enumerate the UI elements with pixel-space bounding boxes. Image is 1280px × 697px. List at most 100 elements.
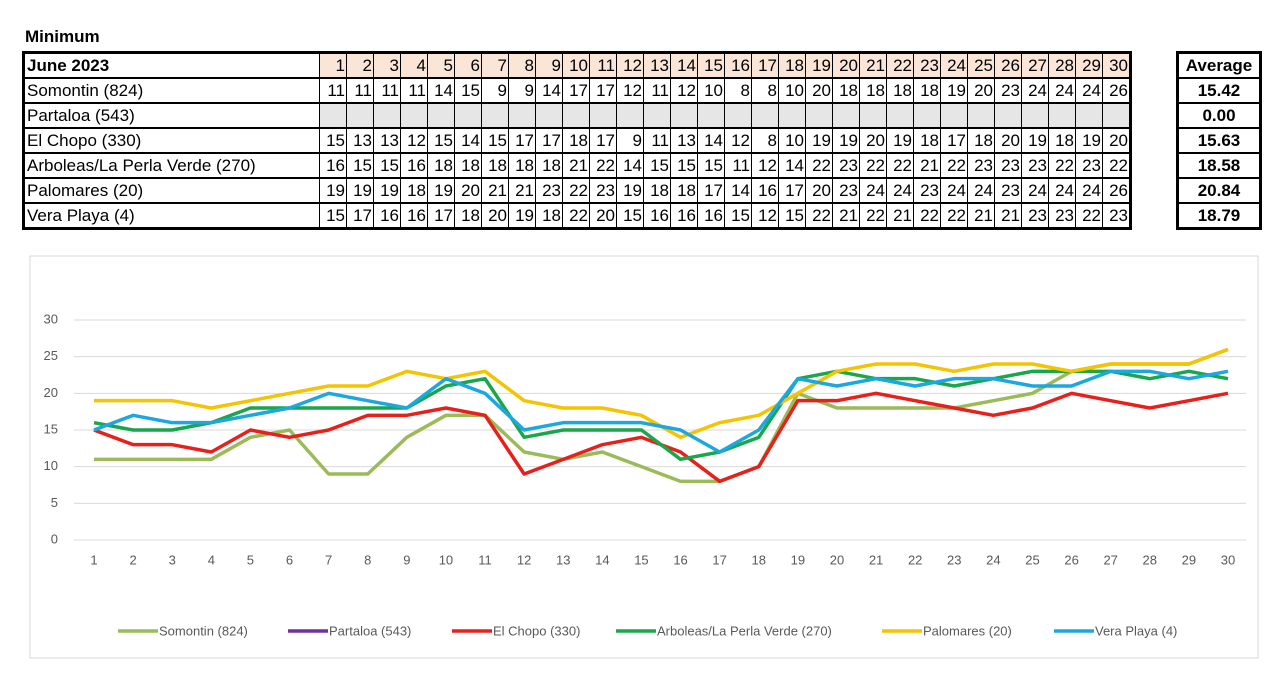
value-cell: 11 (400, 77, 428, 104)
station-name: Vera Playa (4) (23, 202, 320, 230)
empty-cell (454, 102, 482, 129)
day-header: 3 (373, 52, 401, 79)
value-cell: 24 (1075, 177, 1103, 204)
value-cell: 19 (427, 177, 455, 204)
average-cell: 15.42 (1177, 77, 1261, 104)
x-tick-label: 10 (439, 552, 453, 567)
station-row: Arboleas/La Perla Verde (270) 16 15 15 16 18 1… (23, 152, 1131, 179)
value-cell: 24 (1075, 77, 1103, 104)
value-cell: 18 (967, 127, 995, 154)
empty-cell (913, 102, 941, 129)
x-tick-label: 26 (1064, 552, 1078, 567)
value-cell: 19 (940, 77, 968, 104)
value-cell: 15 (670, 152, 698, 179)
day-header: 13 (643, 52, 671, 79)
value-cell: 14 (724, 177, 752, 204)
value-cell: 24 (940, 177, 968, 204)
value-cell: 23 (967, 152, 995, 179)
value-cell: 8 (724, 77, 752, 104)
average-cell: 15.63 (1177, 127, 1261, 154)
value-cell: 17 (535, 127, 563, 154)
day-header: 11 (589, 52, 617, 79)
x-tick-label: 27 (1103, 552, 1117, 567)
station-row: Somontin (824) 11 11 11 11 14 15 9 9 14 17 17 12 11 12… (23, 77, 1131, 104)
value-cell: 20 (805, 77, 833, 104)
value-cell: 10 (778, 77, 806, 104)
average-row: 20.84 (1177, 177, 1261, 204)
legend-label: Somontin (824) (159, 623, 248, 638)
value-cell: 14 (778, 152, 806, 179)
value-cell: 24 (967, 177, 995, 204)
value-cell: 9 (481, 77, 509, 104)
value-cell: 18 (1048, 127, 1076, 154)
value-cell: 16 (319, 152, 347, 179)
empty-cell (994, 102, 1022, 129)
value-cell: 22 (589, 152, 617, 179)
value-cell: 19 (886, 127, 914, 154)
average-cell: 0.00 (1177, 102, 1261, 129)
empty-cell (616, 102, 644, 129)
day-header: 22 (886, 52, 914, 79)
value-cell: 23 (832, 177, 860, 204)
empty-cell (670, 102, 698, 129)
value-cell: 24 (886, 177, 914, 204)
value-cell: 24 (1048, 77, 1076, 104)
value-cell: 24 (1021, 177, 1049, 204)
station-row: Partaloa (543) (23, 102, 1131, 129)
value-cell: 13 (346, 127, 374, 154)
header-row: June 2023 1 2 3 4 5 6 7 8 9 10 11 12 13 14 15 16 17 18 19 20… (23, 52, 1131, 79)
value-cell: 23 (1021, 152, 1049, 179)
value-cell: 16 (643, 202, 671, 230)
day-header: 16 (724, 52, 752, 79)
x-tick-label: 28 (1143, 552, 1157, 567)
x-tick-label: 5 (247, 552, 254, 567)
value-cell: 18 (913, 127, 941, 154)
data-table: June 2023 1 2 3 4 5 6 7 8 9 10 11 12 13 14 15 16 17 18 19 20… (22, 51, 1132, 230)
x-tick-label: 13 (556, 552, 570, 567)
value-cell: 12 (670, 77, 698, 104)
day-header: 8 (508, 52, 536, 79)
value-cell: 21 (832, 202, 860, 230)
value-cell: 15 (454, 77, 482, 104)
value-cell: 22 (940, 202, 968, 230)
x-tick-label: 14 (595, 552, 609, 567)
value-cell: 12 (724, 127, 752, 154)
station-name: Arboleas/La Perla Verde (270) (23, 152, 320, 179)
value-cell: 18 (535, 202, 563, 230)
day-header: 29 (1075, 52, 1103, 79)
value-cell: 11 (346, 77, 374, 104)
value-cell: 15 (319, 127, 347, 154)
empty-cell (1075, 102, 1103, 129)
average-row: 15.63 (1177, 127, 1261, 154)
y-tick-label: 30 (44, 311, 58, 326)
empty-cell (1048, 102, 1076, 129)
empty-cell (562, 102, 590, 129)
value-cell: 17 (589, 77, 617, 104)
average-row: 15.42 (1177, 77, 1261, 104)
y-tick-label: 0 (51, 531, 58, 546)
x-tick-label: 22 (908, 552, 922, 567)
value-cell: 9 (616, 127, 644, 154)
value-cell: 9 (508, 77, 536, 104)
value-cell: 23 (832, 152, 860, 179)
value-cell: 18 (481, 152, 509, 179)
value-cell: 16 (373, 202, 401, 230)
value-cell: 21 (481, 177, 509, 204)
empty-cell (589, 102, 617, 129)
value-cell: 23 (1048, 202, 1076, 230)
station-name: Palomares (20) (23, 177, 320, 204)
day-header: 30 (1102, 52, 1131, 79)
average-header: Average (1177, 52, 1261, 79)
average-cell: 18.79 (1177, 202, 1261, 230)
value-cell: 19 (1021, 127, 1049, 154)
y-tick-label: 15 (44, 421, 58, 436)
empty-cell (967, 102, 995, 129)
y-tick-label: 25 (44, 348, 58, 363)
y-tick-label: 20 (44, 385, 58, 400)
value-cell: 20 (589, 202, 617, 230)
x-tick-label: 30 (1221, 552, 1235, 567)
x-tick-label: 18 (752, 552, 766, 567)
value-cell: 22 (1075, 202, 1103, 230)
